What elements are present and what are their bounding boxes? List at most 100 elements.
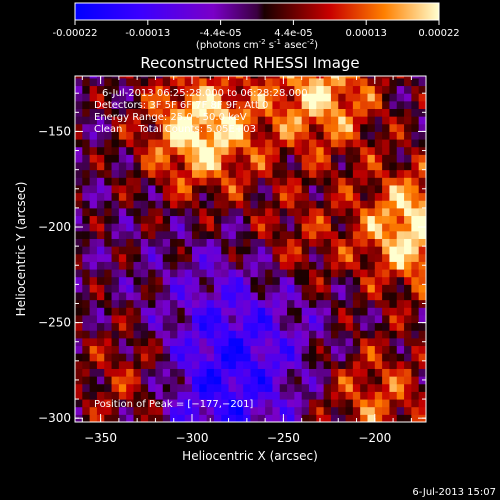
heatmap-cell	[382, 223, 390, 232]
heatmap-cell	[82, 353, 91, 362]
heatmap-cell	[279, 162, 288, 171]
heatmap-cell	[360, 345, 368, 354]
heatmap-cell	[126, 391, 134, 400]
heatmap-cell	[352, 391, 361, 400]
heatmap-cell	[235, 76, 244, 79]
heatmap-cell	[404, 399, 412, 408]
heatmap-cell	[250, 307, 259, 316]
heatmap-cell	[213, 345, 222, 354]
heatmap-cell	[82, 139, 91, 148]
heatmap-cell	[265, 414, 273, 422]
heatmap-cell	[162, 123, 171, 132]
heatmap-cell	[323, 383, 332, 392]
heatmap-cell	[126, 337, 134, 347]
heatmap-cell	[75, 383, 83, 392]
heatmap-cell	[265, 223, 273, 232]
heatmap-cell	[374, 360, 383, 369]
heatmap-cell	[177, 230, 186, 239]
heatmap-cell	[170, 223, 178, 232]
heatmap-cell	[162, 77, 171, 87]
heatmap-cell	[279, 399, 288, 408]
heatmap-cell	[199, 261, 208, 270]
heatmap-cell	[199, 330, 208, 339]
heatmap-cell	[279, 368, 288, 377]
heatmap-cell	[257, 169, 266, 178]
heatmap-cell	[309, 131, 317, 140]
heatmap-cell	[389, 139, 398, 148]
heatmap-cell	[352, 292, 361, 301]
colorbar-tick-label: -0.00022	[53, 28, 98, 39]
heatmap-cell	[279, 314, 288, 324]
heatmap-cell	[316, 184, 325, 194]
heatmap-cell	[243, 177, 251, 186]
heatmap-cell	[243, 253, 251, 262]
heatmap-cell	[418, 391, 426, 400]
heatmap-cell	[411, 108, 420, 117]
heatmap-cell	[382, 200, 390, 209]
heatmap-cell	[140, 139, 149, 148]
heatmap-cell	[330, 85, 339, 94]
heatmap-cell	[250, 131, 259, 140]
heatmap-cell	[265, 353, 273, 362]
heatmap-cell	[162, 246, 171, 255]
heatmap-cell	[148, 131, 156, 140]
heatmap-cell	[418, 314, 426, 324]
heatmap-cell	[199, 169, 208, 178]
heatmap-cell	[213, 253, 222, 262]
heatmap-cell	[243, 345, 251, 354]
heatmap-cell	[192, 276, 200, 285]
heatmap-cell	[257, 253, 266, 262]
heatmap-cell	[221, 230, 230, 239]
heatmap-cell	[382, 399, 390, 408]
heatmap-cell	[389, 330, 398, 339]
heatmap-cell	[272, 139, 281, 148]
heatmap-cell	[360, 261, 368, 270]
heatmap-cell	[148, 154, 156, 163]
heatmap-cell	[294, 116, 303, 125]
heatmap-cell	[360, 100, 368, 109]
heatmap-cell	[323, 76, 332, 79]
heatmap-cell	[177, 322, 186, 331]
heatmap-cell	[352, 299, 361, 308]
heatmap-cell	[104, 368, 113, 377]
heatmap-cell	[352, 253, 361, 262]
heatmap-cell	[382, 139, 390, 148]
heatmap-cell	[111, 192, 120, 201]
heatmap-cell	[250, 330, 259, 339]
heatmap-cell	[170, 276, 178, 285]
heatmap-cell	[404, 93, 412, 102]
heatmap-cell	[404, 77, 412, 87]
heatmap-cell	[338, 269, 347, 278]
heatmap-cell	[352, 123, 361, 132]
heatmap-cell	[374, 169, 383, 178]
heatmap-cell	[221, 154, 230, 163]
heatmap-cell	[104, 299, 113, 308]
heatmap-cell	[155, 154, 164, 163]
heatmap-cell	[338, 215, 347, 224]
heatmap-cell	[162, 322, 171, 331]
heatmap-cell	[301, 337, 310, 347]
heatmap-cell	[111, 353, 120, 362]
heatmap-cell	[118, 146, 127, 155]
heatmap-cell	[170, 85, 178, 94]
heatmap-cell	[323, 406, 332, 415]
heatmap-cell	[279, 345, 288, 354]
heatmap-cell	[82, 192, 91, 201]
heatmap-cell	[155, 269, 164, 278]
heatmap-cell	[404, 330, 412, 339]
heatmap-cell	[140, 314, 149, 324]
heatmap-cell	[265, 154, 273, 163]
heatmap-cell	[213, 368, 222, 377]
heatmap-cell	[213, 360, 222, 369]
heatmap-cell	[382, 93, 390, 102]
heatmap-cell	[192, 169, 200, 178]
heatmap-cell	[330, 368, 339, 377]
heatmap-cell	[96, 162, 105, 171]
heatmap-cell	[330, 207, 339, 217]
heatmap-cell	[89, 93, 98, 102]
heatmap-cell	[316, 215, 325, 224]
heatmap-cell	[404, 139, 412, 148]
heatmap-cell	[221, 360, 230, 369]
heatmap-cell	[140, 299, 149, 308]
heatmap-cell	[155, 345, 164, 354]
